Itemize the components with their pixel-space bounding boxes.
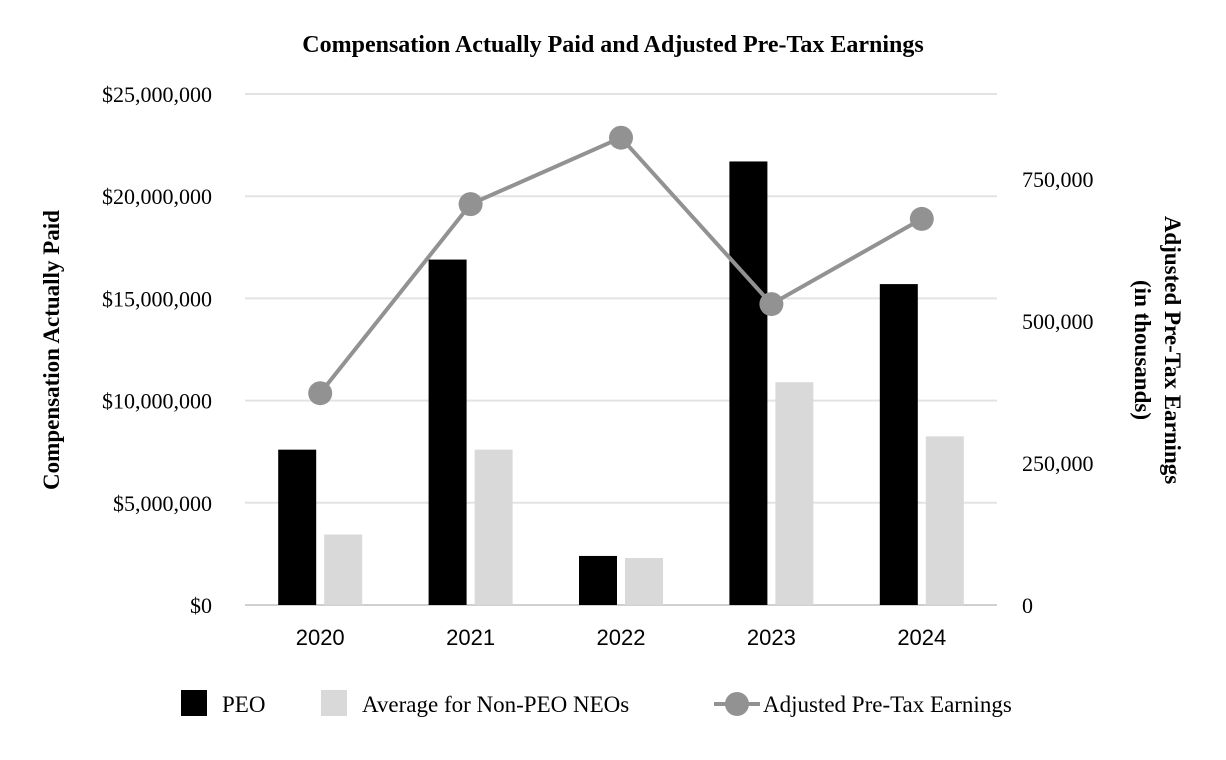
legend-swatch-non-peo <box>321 690 347 716</box>
right-tick-label: 500,000 <box>1022 309 1094 334</box>
bar-peo <box>579 555 617 605</box>
bar-non-peo <box>925 436 964 605</box>
x-tick-label: 2023 <box>747 625 796 650</box>
bar-peo <box>729 161 768 605</box>
gridlines <box>245 93 997 606</box>
legend-label-earnings: Adjusted Pre-Tax Earnings <box>763 692 1012 717</box>
x-tick-label: 2021 <box>446 625 495 650</box>
bar-non-peo <box>474 449 513 605</box>
legend-swatch-earnings-marker <box>725 692 749 716</box>
bar-non-peo <box>324 534 363 605</box>
right-axis-title-line2: (in thousands) <box>1130 280 1155 420</box>
earnings-point <box>759 292 784 317</box>
bars <box>278 161 964 605</box>
x-tick-label: 2024 <box>897 625 946 650</box>
legend-swatch-peo <box>181 690 207 716</box>
x-tick-label: 2020 <box>296 625 345 650</box>
earnings-point <box>609 125 633 150</box>
bar-peo <box>428 259 467 605</box>
bar-non-peo <box>775 382 814 605</box>
earnings-series-line <box>318 135 923 395</box>
right-tick-label: 250,000 <box>1022 451 1094 476</box>
earnings-point <box>909 206 934 231</box>
legend: PEO Average for Non-PEO NEOs Adjusted Pr… <box>181 690 1012 717</box>
right-axis-ticks: 0 250,000 500,000 750,000 <box>1022 167 1094 618</box>
legend-label-peo: PEO <box>222 692 265 717</box>
bar-peo <box>879 284 918 605</box>
x-axis-ticks: 2020 2021 2022 2023 2024 <box>296 625 947 650</box>
earnings-point <box>308 381 333 406</box>
bar-peo <box>278 449 317 605</box>
left-axis-ticks: $0 $5,000,000 $10,000,000 $15,000,000 $20,00… <box>102 82 212 618</box>
x-tick-label: 2022 <box>597 625 646 650</box>
left-tick-label: $10,000,000 <box>102 389 212 414</box>
left-tick-label: $5,000,000 <box>113 491 212 516</box>
legend-label-non-peo: Average for Non-PEO NEOs <box>362 692 629 717</box>
chart-title: Compensation Actually Paid and Adjusted … <box>302 32 923 58</box>
left-axis-title: Compensation Actually Paid <box>39 210 64 490</box>
left-tick-label: $20,000,000 <box>102 184 212 209</box>
left-tick-label: $15,000,000 <box>102 286 212 311</box>
earnings-point <box>458 192 483 217</box>
right-axis-title-line1: Adjusted Pre-Tax Earnings <box>1160 216 1185 484</box>
bar-non-peo <box>625 557 663 605</box>
right-tick-label: 0 <box>1022 593 1033 618</box>
earnings-line <box>308 125 934 406</box>
right-tick-label: 750,000 <box>1022 167 1094 192</box>
left-tick-label: $25,000,000 <box>102 82 212 107</box>
left-tick-label: $0 <box>190 593 212 618</box>
